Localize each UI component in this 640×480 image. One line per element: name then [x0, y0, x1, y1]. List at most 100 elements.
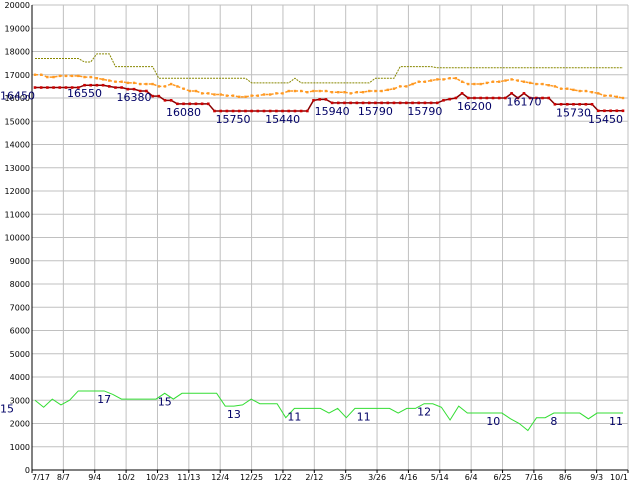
price-point: [621, 109, 625, 113]
price-point: [169, 99, 173, 102]
average-point: [510, 78, 513, 81]
y-tick-label: 19000: [5, 24, 30, 33]
price-point: [262, 109, 266, 113]
average-point: [225, 94, 229, 97]
price-point: [182, 102, 185, 106]
price-point: [120, 86, 123, 89]
average-point: [39, 73, 43, 76]
volume-data-label: 11: [357, 410, 371, 423]
price-point: [200, 102, 204, 106]
average-point: [522, 80, 526, 83]
price-point: [207, 102, 210, 106]
average-point: [52, 75, 55, 79]
average-point: [188, 89, 191, 93]
volume-data-label: 11: [609, 415, 623, 428]
average-point: [256, 94, 260, 97]
price-point: [578, 102, 581, 106]
y-tick-label: 11000: [5, 210, 30, 219]
price-point: [405, 101, 408, 105]
average-point: [33, 73, 37, 76]
price-data-label: 15440: [265, 113, 300, 126]
price-point: [244, 109, 247, 113]
price-data-label: 15450: [588, 113, 623, 126]
price-point: [312, 99, 315, 102]
price-point: [386, 101, 390, 105]
price-point: [176, 102, 179, 106]
average-point: [306, 90, 309, 94]
x-tick-label: 9/4: [88, 473, 101, 480]
average-point: [269, 93, 272, 96]
price-point: [479, 96, 482, 100]
average-point: [590, 90, 594, 94]
price-point: [293, 109, 297, 113]
average-point: [578, 89, 581, 93]
average-point: [299, 89, 303, 93]
price-point: [522, 92, 526, 95]
price-point: [306, 109, 309, 113]
y-tick-label: 4000: [10, 373, 30, 382]
average-point: [330, 90, 334, 94]
price-point: [256, 109, 260, 113]
average-point: [603, 94, 606, 97]
x-tick-label: 12/25: [240, 473, 263, 480]
average-point: [547, 84, 550, 87]
average-point: [411, 82, 414, 86]
average-point: [157, 85, 160, 88]
y-tick-label: 9000: [10, 257, 30, 266]
y-tick-label: 10000: [5, 234, 30, 243]
y-tick-label: 0: [25, 466, 30, 475]
price-point: [213, 109, 216, 113]
price-point: [615, 109, 619, 113]
y-tick-label: 17000: [5, 71, 30, 80]
price-point: [330, 101, 334, 105]
average-point: [398, 85, 402, 88]
price-point: [553, 102, 557, 106]
price-point: [299, 109, 303, 113]
average-point: [553, 85, 557, 88]
price-point: [219, 109, 222, 113]
price-point: [392, 101, 396, 105]
series: [33, 53, 625, 432]
price-point: [535, 96, 538, 100]
y-tick-label: 3000: [10, 396, 30, 405]
price-point: [336, 101, 340, 105]
average-point: [436, 78, 439, 81]
average-point: [200, 92, 204, 95]
average-point: [293, 89, 297, 93]
x-tick-label: 12/4: [211, 473, 229, 480]
price-point: [281, 109, 284, 113]
x-tick-label: 7/16: [525, 473, 543, 480]
volume-data-label: 10: [486, 415, 500, 428]
price-point: [436, 101, 439, 105]
x-tick-label: 6/4: [465, 473, 478, 480]
average-point: [132, 81, 136, 85]
y-tick-label: 8000: [10, 280, 30, 289]
price-point: [485, 96, 489, 100]
y-tick-label: 7000: [10, 303, 30, 312]
average-point: [621, 96, 625, 100]
average-point: [281, 92, 284, 95]
average-point: [58, 74, 61, 78]
price-point: [603, 109, 606, 113]
price-point: [107, 85, 111, 88]
price-point: [52, 86, 55, 89]
price-point: [504, 96, 507, 100]
average-point: [609, 94, 612, 97]
average-point: [324, 89, 328, 93]
average-point: [429, 79, 433, 82]
average-point: [559, 87, 563, 90]
price-point: [70, 86, 74, 89]
average-point: [535, 82, 538, 86]
volume-data-label: 8: [550, 415, 557, 428]
price-point: [151, 94, 154, 98]
x-tick-label: 6/25: [494, 473, 512, 480]
x-tick-label: 9/3: [590, 473, 603, 480]
y-tick-label: 12000: [5, 187, 30, 196]
average-point: [448, 77, 451, 80]
average-point: [194, 89, 198, 93]
price-point: [584, 102, 588, 106]
average-point: [89, 75, 92, 79]
price-point: [466, 96, 470, 100]
price-point: [473, 96, 476, 100]
volume-data-label: 15: [0, 402, 14, 415]
